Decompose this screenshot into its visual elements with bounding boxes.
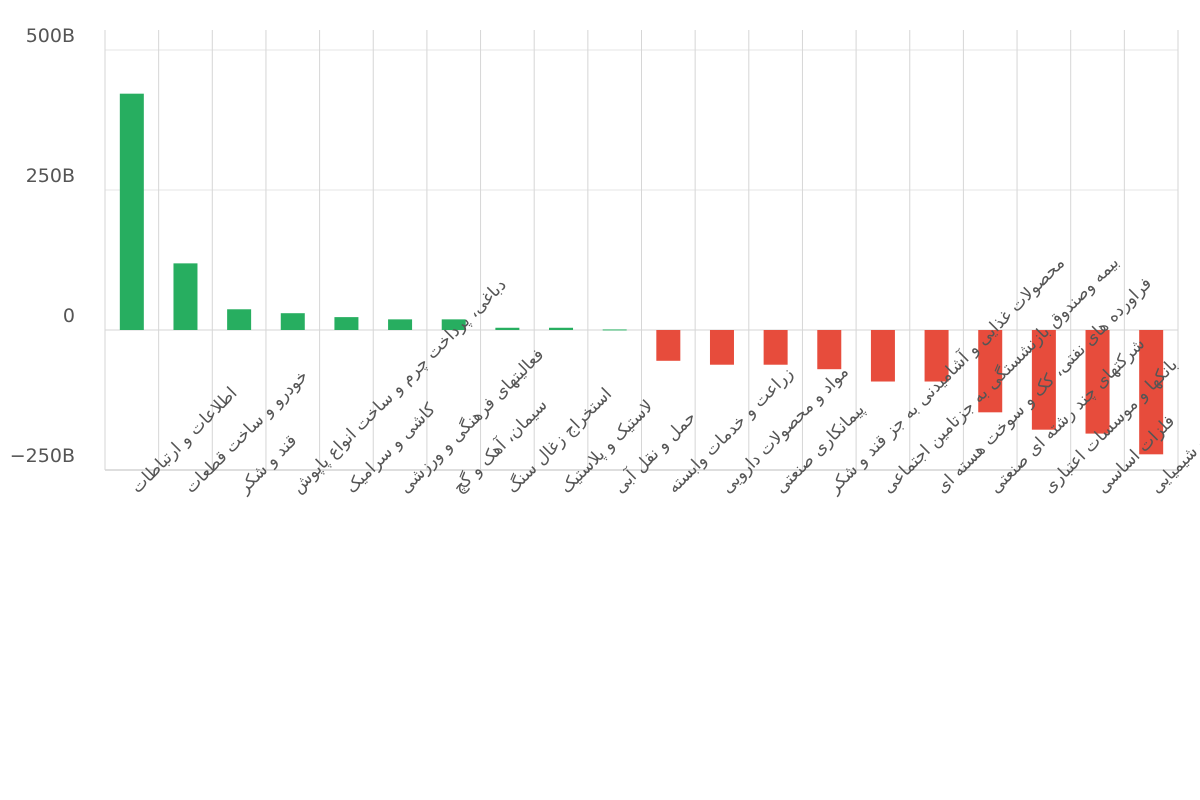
bar (1085, 330, 1110, 434)
bar (227, 309, 252, 330)
y-tick-label: −250B (10, 445, 75, 467)
bars (119, 93, 1164, 455)
bar (924, 330, 949, 382)
bar (334, 317, 359, 330)
gridlines (104, 30, 1179, 471)
bar (602, 329, 627, 331)
y-axis-ticks: 500B 250B 0 −250B (10, 25, 75, 467)
x-tick-label: لاستیک و پلاستیک (556, 396, 657, 497)
bar (817, 330, 842, 370)
bar (441, 319, 466, 330)
bar (388, 319, 413, 330)
bar (870, 330, 895, 382)
bar (495, 327, 520, 330)
bar (1031, 330, 1056, 430)
y-tick-label: 0 (63, 305, 75, 327)
bar (656, 330, 681, 361)
bar (709, 330, 734, 365)
bar (173, 263, 198, 330)
y-tick-label: 500B (26, 25, 75, 47)
bar (549, 327, 574, 330)
y-tick-label: 250B (26, 165, 75, 187)
bar (978, 330, 1003, 413)
bar (119, 93, 144, 331)
bar (1139, 330, 1164, 455)
bar (280, 313, 305, 330)
x-tick-label: سیمان، آهک و گچ (448, 394, 552, 498)
bar (763, 330, 788, 365)
